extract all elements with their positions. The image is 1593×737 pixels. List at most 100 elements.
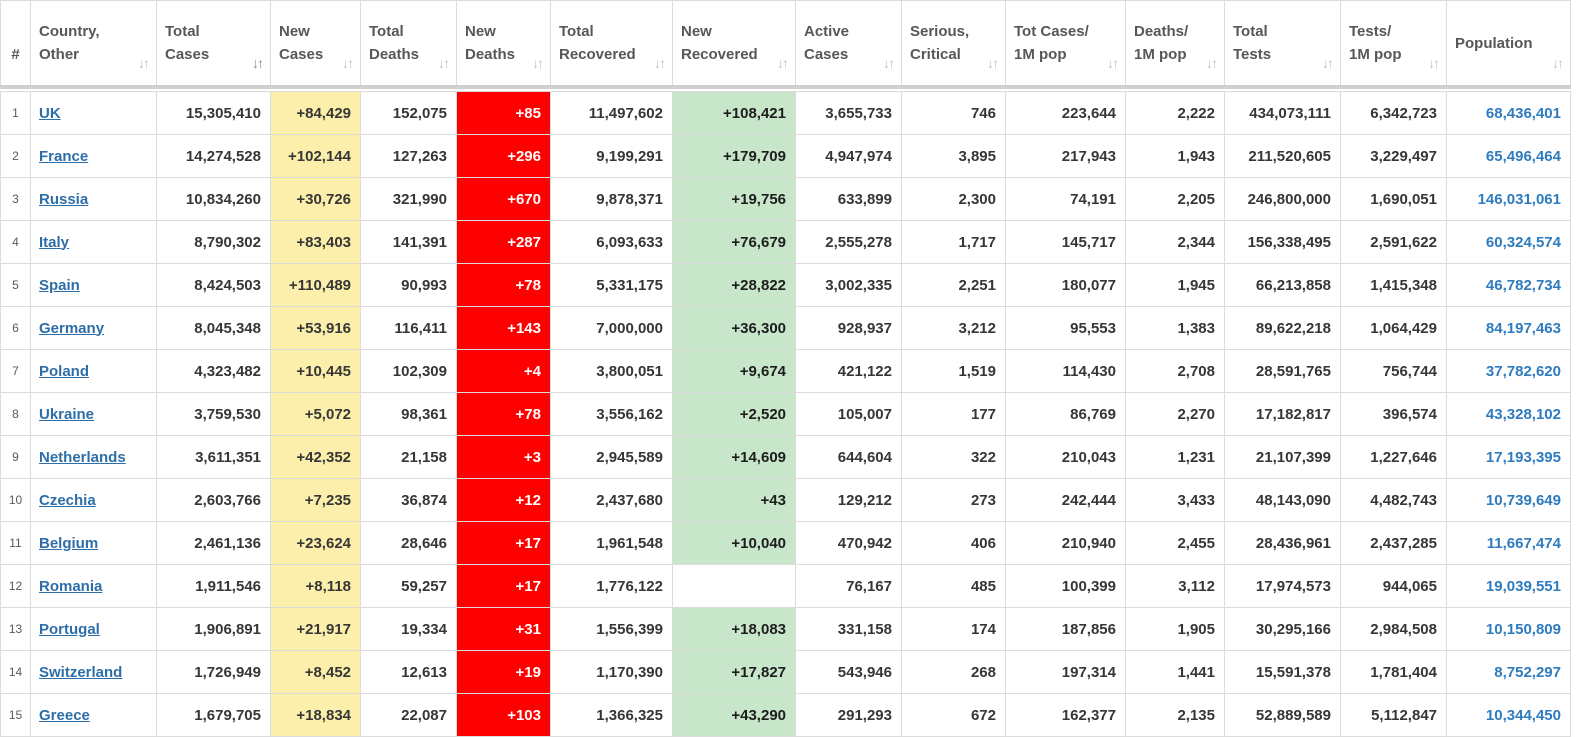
country-link[interactable]: Portugal xyxy=(39,620,100,638)
column-header-country[interactable]: Country, Other ↓↑ xyxy=(30,0,157,89)
cell-total-cases: 8,790,302 xyxy=(156,220,271,264)
cell-total-tests: 28,591,765 xyxy=(1224,349,1341,393)
cell-deaths-1m: 1,383 xyxy=(1125,306,1225,350)
sort-arrows-icon[interactable]: ↓↑ xyxy=(438,55,450,71)
table-row: 15 Greece 1,679,705 +18,834 22,087 +103 1,366,… xyxy=(0,693,1571,737)
cell-total-cases: 8,045,348 xyxy=(156,306,271,350)
sort-arrows-icon[interactable]: ↓↑ xyxy=(532,55,544,71)
cell-idx: 1 xyxy=(0,91,31,135)
cell-country: Germany xyxy=(30,306,157,350)
country-link[interactable]: Romania xyxy=(39,577,103,595)
sort-arrows-icon[interactable]: ↓↑ xyxy=(883,55,895,71)
column-header-active-cases[interactable]: Active Cases ↓↑ xyxy=(795,0,902,89)
country-link[interactable]: Netherlands xyxy=(39,448,126,466)
cell-serious: 406 xyxy=(901,521,1006,565)
cell-total-tests: 48,143,090 xyxy=(1224,478,1341,522)
table-row: 5 Spain 8,424,503 +110,489 90,993 +78 5,331,17… xyxy=(0,263,1571,307)
country-link[interactable]: UK xyxy=(39,104,61,122)
sort-arrows-icon[interactable]: ↓↑ xyxy=(654,55,666,71)
column-header-total-deaths[interactable]: Total Deaths ↓↑ xyxy=(360,0,457,89)
cell-total-deaths: 90,993 xyxy=(360,263,457,307)
cell-total-recovered: 2,945,589 xyxy=(550,435,673,479)
cell-total-deaths: 127,263 xyxy=(360,134,457,178)
cell-total-recovered: 11,497,602 xyxy=(550,91,673,135)
cell-total-cases: 3,759,530 xyxy=(156,392,271,436)
sort-arrows-icon[interactable]: ↓↑ xyxy=(1322,55,1334,71)
cell-active-cases: 105,007 xyxy=(795,392,902,436)
column-header-line1: Tests/ xyxy=(1349,23,1392,40)
cell-serious: 2,251 xyxy=(901,263,1006,307)
cell-tot-cases-1m: 74,191 xyxy=(1005,177,1126,221)
sort-arrows-icon[interactable]: ↓↑ xyxy=(138,55,150,71)
country-link[interactable]: Belgium xyxy=(39,534,99,552)
cell-new-recovered: +43 xyxy=(672,478,796,522)
cell-total-tests: 15,591,378 xyxy=(1224,650,1341,694)
column-header-label: Country, Other xyxy=(39,20,147,66)
cell-new-deaths: +17 xyxy=(456,564,551,608)
cell-total-deaths: 19,334 xyxy=(360,607,457,651)
country-link[interactable]: Ukraine xyxy=(39,405,95,423)
cell-idx: 15 xyxy=(0,693,31,737)
sort-arrows-icon[interactable]: ↓↑ xyxy=(342,55,354,71)
column-header-new-cases[interactable]: New Cases ↓↑ xyxy=(270,0,361,89)
cell-new-deaths: +296 xyxy=(456,134,551,178)
cell-country: Greece xyxy=(30,693,157,737)
column-header-new-recovered[interactable]: New Recovered ↓↑ xyxy=(672,0,796,89)
column-header-line1: Total xyxy=(369,23,404,40)
cell-tests-1m: 2,984,508 xyxy=(1340,607,1447,651)
country-link[interactable]: Greece xyxy=(39,706,90,724)
country-link[interactable]: Poland xyxy=(39,362,90,380)
cell-total-recovered: 1,556,399 xyxy=(550,607,673,651)
country-link[interactable]: Russia xyxy=(39,190,89,208)
cell-total-tests: 52,889,589 xyxy=(1224,693,1341,737)
table-body: 1 UK 15,305,410 +84,429 152,075 +85 11,497,602… xyxy=(0,86,1571,737)
cell-new-cases: +7,235 xyxy=(270,478,361,522)
column-header-label: New Recovered xyxy=(681,20,786,66)
cell-population: 68,436,401 xyxy=(1446,91,1571,135)
sort-arrows-icon[interactable]: ↓↑ xyxy=(1206,55,1218,71)
cell-deaths-1m: 2,135 xyxy=(1125,693,1225,737)
sort-arrows-icon[interactable]: ↓↑ xyxy=(1428,55,1440,71)
cell-country: Ukraine xyxy=(30,392,157,436)
country-link[interactable]: Czechia xyxy=(39,491,96,509)
country-link[interactable]: Switzerland xyxy=(39,663,123,681)
column-header-tot-cases-1m[interactable]: Tot Cases/1M pop ↓↑ xyxy=(1005,0,1126,89)
cell-new-recovered: +179,709 xyxy=(672,134,796,178)
column-header-line1: Total xyxy=(559,23,594,40)
column-header-tests-1m[interactable]: Tests/1M pop ↓↑ xyxy=(1340,0,1447,89)
cell-total-deaths: 116,411 xyxy=(360,306,457,350)
column-header-total-tests[interactable]: Total Tests ↓↑ xyxy=(1224,0,1341,89)
sort-arrows-icon[interactable]: ↓↑ xyxy=(1107,55,1119,71)
country-link[interactable]: Italy xyxy=(39,233,70,251)
country-link[interactable]: Spain xyxy=(39,276,80,294)
cell-active-cases: 76,167 xyxy=(795,564,902,608)
sort-arrows-icon[interactable]: ↓↑ xyxy=(777,55,789,71)
cell-total-deaths: 28,646 xyxy=(360,521,457,565)
cell-total-tests: 66,213,858 xyxy=(1224,263,1341,307)
column-header-label: Deaths/1M pop xyxy=(1134,20,1215,66)
column-header-new-deaths[interactable]: New Deaths ↓↑ xyxy=(456,0,551,89)
column-header-total-recovered[interactable]: Total Recovered ↓↑ xyxy=(550,0,673,89)
sort-arrows-icon[interactable]: ↓↑ xyxy=(252,55,264,71)
column-header-deaths-1m[interactable]: Deaths/1M pop ↓↑ xyxy=(1125,0,1225,89)
cell-idx: 13 xyxy=(0,607,31,651)
column-header-line1: Total xyxy=(165,23,200,40)
column-header-line2: Cases xyxy=(165,46,210,63)
sort-arrows-icon[interactable]: ↓↑ xyxy=(987,55,999,71)
column-header-population[interactable]: Population ↓↑ xyxy=(1446,0,1571,89)
cell-new-recovered: +2,520 xyxy=(672,392,796,436)
country-link[interactable]: France xyxy=(39,147,89,165)
column-header-total-cases[interactable]: Total Cases ↓↑ xyxy=(156,0,271,89)
sort-arrows-icon[interactable]: ↓↑ xyxy=(1552,55,1564,71)
cell-country: UK xyxy=(30,91,157,135)
country-link[interactable]: Germany xyxy=(39,319,105,337)
cell-new-deaths: +19 xyxy=(456,650,551,694)
cell-new-cases: +30,726 xyxy=(270,177,361,221)
cell-tot-cases-1m: 100,399 xyxy=(1005,564,1126,608)
cell-new-recovered: +108,421 xyxy=(672,91,796,135)
cell-idx: 14 xyxy=(0,650,31,694)
column-header-serious[interactable]: Serious, Critical ↓↑ xyxy=(901,0,1006,89)
table-row: 1 UK 15,305,410 +84,429 152,075 +85 11,497,602… xyxy=(0,91,1571,135)
cell-new-cases: +18,834 xyxy=(270,693,361,737)
table-row: 9 Netherlands 3,611,351 +42,352 21,158 +3 2,94… xyxy=(0,435,1571,479)
